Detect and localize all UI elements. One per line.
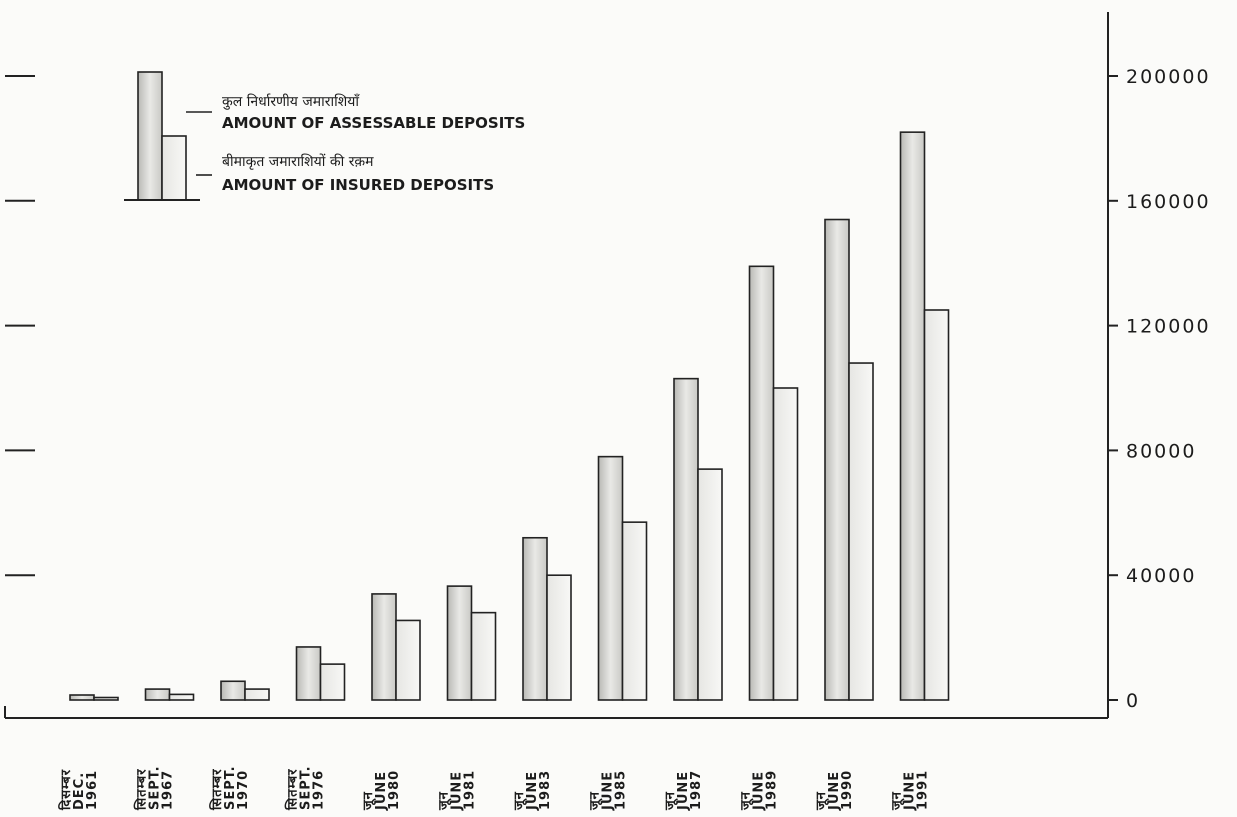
y-tick-label: 120000 (1126, 316, 1211, 338)
legend-label-insured-hi: बीमाकृत जमाराशियों की रक़म (222, 153, 374, 170)
x-category-label: जून (663, 791, 678, 811)
x-category-label: JUNE (827, 771, 842, 811)
bar-insured-1987 (697, 468, 723, 701)
x-category-label: SEPT. (148, 765, 163, 810)
y-tick-label: 160000 (1126, 191, 1211, 213)
bar-insured-1985 (621, 521, 648, 701)
x-category-label: 1981 (463, 770, 478, 810)
x-category-label: जून (739, 791, 754, 811)
x-category-label: JUNE (374, 771, 389, 811)
y-tick-label: 80000 (1126, 440, 1196, 462)
x-category-label: 1967 (161, 770, 176, 810)
bar-insured-1983 (546, 574, 572, 701)
bar-insured-1961 (93, 696, 119, 701)
x-category-label: JUNE (601, 771, 616, 811)
x-category-label: 1976 (312, 770, 327, 810)
bar-assessable-1981 (446, 585, 473, 701)
bar-insured-1976 (319, 663, 346, 701)
bar-assessable-1987 (673, 377, 699, 701)
x-category-label: दिसम्बर (58, 769, 74, 811)
x-category-label: 1983 (538, 770, 553, 810)
x-category-label: जून (437, 791, 452, 811)
x-category-label: 1989 (765, 770, 780, 810)
bar-assessable-1967 (144, 688, 171, 701)
x-category-label: 1985 (614, 770, 629, 810)
bar-assessable-1976 (295, 646, 322, 701)
bar-assessable-1985 (597, 455, 624, 701)
bar-assessable-1990 (824, 218, 850, 701)
bar-assessable-1970 (220, 680, 246, 701)
x-category-label: जून (512, 791, 527, 811)
y-axis-ticks: 0 40000 80000 120000 160000 200000 (5, 66, 1211, 712)
bar-insured-1970 (244, 688, 270, 701)
legend-swatch-insured (161, 135, 187, 201)
x-category-label: JUNE (752, 771, 767, 811)
bar-assessable-1989 (748, 265, 775, 701)
x-category-label: SEPT. (223, 765, 238, 810)
x-category-label: JUNE (903, 771, 918, 811)
bar-assessable-1991 (899, 131, 926, 701)
x-category-label: DEC. (72, 772, 87, 810)
y-tick-label: 200000 (1126, 66, 1211, 88)
bar-insured-1967 (168, 693, 195, 701)
x-category-label: 1980 (387, 770, 402, 810)
legend-label-assessable: AMOUNT OF ASSESSABLE DEPOSITS (222, 114, 525, 132)
y-tick-label: 0 (1126, 690, 1140, 712)
x-category-label: सितम्बर (134, 768, 150, 811)
bar-insured-1989 (772, 387, 799, 701)
x-category-label: 1991 (916, 770, 931, 810)
x-category-label: JUNE (676, 771, 691, 811)
x-category-label: सितम्बर (285, 768, 301, 811)
bars (69, 131, 950, 701)
bar-assessable-1983 (522, 536, 548, 701)
x-category-label: 1961 (85, 770, 100, 810)
x-category-label: 1970 (236, 770, 251, 810)
bar-assessable-1961 (69, 694, 95, 701)
x-category-label: जून (361, 791, 376, 811)
legend-label-insured: AMOUNT OF INSURED DEPOSITS (222, 176, 494, 194)
x-category-label: जून (588, 791, 603, 811)
x-category-label: सितम्बर (209, 768, 225, 811)
legend-label-assessable-hi: कुल निर्धारणीय जमाराशियाँ (222, 93, 360, 110)
bar-insured-1990 (848, 362, 874, 701)
bar-insured-1991 (923, 309, 950, 701)
y-tick-label: 40000 (1126, 565, 1196, 587)
x-category-label: JUNE (450, 771, 465, 811)
bar-insured-1980 (395, 619, 421, 701)
bar-assessable-1980 (371, 593, 397, 701)
x-category-label: जून (890, 791, 905, 811)
x-category-label: जून (814, 791, 829, 811)
legend: कुल निर्धारणीय जमाराशियाँ AMOUNT OF ASSE… (124, 71, 525, 201)
x-category-label: 1987 (689, 770, 704, 810)
x-category-label: SEPT. (299, 765, 314, 810)
bar-insured-1981 (470, 611, 497, 701)
x-category-label: JUNE (525, 771, 540, 811)
x-category-label: 1990 (840, 770, 855, 810)
legend-swatch-assessable (137, 71, 163, 201)
